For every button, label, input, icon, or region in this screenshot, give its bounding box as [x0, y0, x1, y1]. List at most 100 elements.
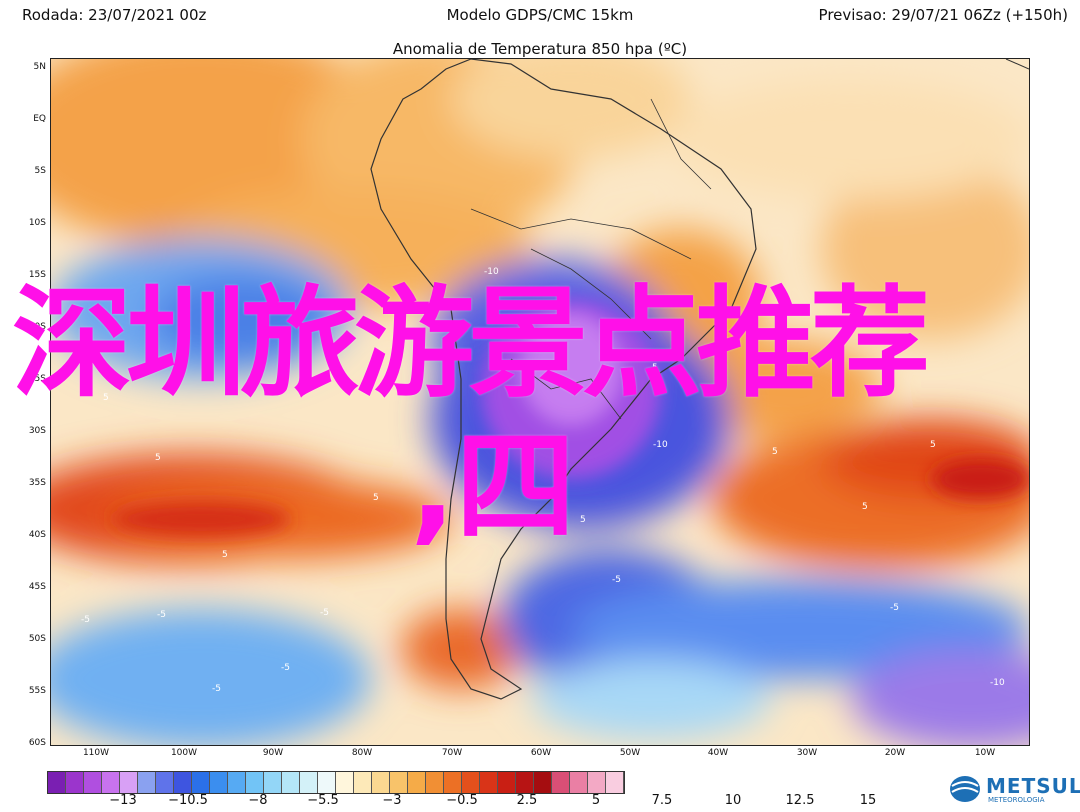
- colorbar: [47, 771, 625, 794]
- contour-label: -5: [890, 603, 899, 613]
- colorbar-swatch: [102, 772, 120, 793]
- lon-label: 110W: [82, 748, 110, 758]
- colorbar-swatch: [192, 772, 210, 793]
- colorbar-swatch: [408, 772, 426, 793]
- colorbar-swatch: [498, 772, 516, 793]
- lon-label: 10W: [974, 748, 996, 758]
- contour-label: -5: [320, 608, 329, 618]
- colorbar-label: 7.5: [651, 793, 673, 808]
- contour-label: -5: [157, 610, 166, 620]
- contour-label: 5: [373, 493, 379, 503]
- colorbar-swatch: [174, 772, 192, 793]
- colorbar-swatch: [300, 772, 318, 793]
- colorbar-swatch: [318, 772, 336, 793]
- lat-label: 50S: [28, 634, 46, 644]
- lon-label: 100W: [170, 748, 198, 758]
- colorbar-label: 2.5: [516, 793, 538, 808]
- watermark-text-2: ,四: [410, 418, 576, 557]
- lat-label: 10S: [28, 218, 46, 228]
- map-title: Anomalia de Temperatura 850 hpa (ºC): [392, 40, 688, 58]
- colorbar-label: 15: [859, 793, 877, 808]
- map-canvas: [51, 59, 1029, 745]
- colorbar-swatch: [354, 772, 372, 793]
- contour-label: 5: [103, 393, 109, 403]
- colorbar-swatch: [84, 772, 102, 793]
- contour-label: -10: [990, 678, 1005, 688]
- contour-label: -10: [484, 267, 499, 277]
- lat-label: 5S: [34, 166, 46, 176]
- colorbar-swatch: [246, 772, 264, 793]
- lat-label: 5N: [33, 62, 46, 72]
- forecast-time: Previsao: 29/07/21 06Zz (+150h): [818, 6, 1068, 24]
- lon-label: 20W: [884, 748, 906, 758]
- colorbar-swatch: [588, 772, 606, 793]
- colorbar-swatch: [120, 772, 138, 793]
- contour-label: 5: [772, 447, 778, 457]
- model-name: Modelo GDPS/CMC 15km: [446, 6, 634, 24]
- colorbar-swatch: [210, 772, 228, 793]
- lon-label: 40W: [707, 748, 729, 758]
- lon-label: 90W: [262, 748, 284, 758]
- colorbar-swatch: [66, 772, 84, 793]
- lat-label: 15S: [28, 270, 46, 280]
- logo-subtitle: METEOROLOGIA: [988, 796, 1045, 804]
- contour-label: -5: [281, 663, 290, 673]
- lat-label: 40S: [28, 530, 46, 540]
- colorbar-swatch: [390, 772, 408, 793]
- contour-label: 5: [862, 502, 868, 512]
- colorbar-swatch: [462, 772, 480, 793]
- colorbar-swatch: [534, 772, 552, 793]
- lat-label: 60S: [28, 738, 46, 748]
- lon-label: 80W: [351, 748, 373, 758]
- globe-icon: [950, 776, 980, 802]
- colorbar-label: 12.5: [785, 793, 815, 808]
- colorbar-label: −5.5: [307, 793, 339, 808]
- colorbar-swatch: [606, 772, 624, 793]
- colorbar-swatch: [336, 772, 354, 793]
- lat-label: 30S: [28, 426, 46, 436]
- lon-label: 70W: [441, 748, 463, 758]
- colorbar-swatch: [282, 772, 300, 793]
- colorbar-swatch: [138, 772, 156, 793]
- contour-label: 5: [652, 363, 658, 373]
- lat-label: 25S: [28, 374, 46, 384]
- colorbar-swatch: [156, 772, 174, 793]
- colorbar-label: −3: [382, 793, 402, 808]
- lat-label: 55S: [28, 686, 46, 696]
- colorbar-swatch: [48, 772, 66, 793]
- colorbar-swatch: [228, 772, 246, 793]
- colorbar-swatch: [444, 772, 462, 793]
- colorbar-swatch: [570, 772, 588, 793]
- colorbar-label: −8: [248, 793, 268, 808]
- contour-label: -10: [653, 440, 668, 450]
- contour-label: -5: [612, 575, 621, 585]
- colorbar-swatch: [516, 772, 534, 793]
- lat-label: 20S: [28, 322, 46, 332]
- contour-label: -5: [212, 684, 221, 694]
- colorbar-swatch: [426, 772, 444, 793]
- lon-label: 50W: [619, 748, 641, 758]
- contour-label: 5: [580, 515, 586, 525]
- contour-label: -5: [81, 615, 90, 625]
- colorbar-swatch: [264, 772, 282, 793]
- lon-label: 30W: [796, 748, 818, 758]
- lat-label: 45S: [28, 582, 46, 592]
- run-date: Rodada: 23/07/2021 00z: [22, 6, 207, 24]
- contour-label: 5: [930, 440, 936, 450]
- contour-label: 5: [155, 453, 161, 463]
- colorbar-label: −13: [109, 793, 137, 808]
- contour-label: 5: [222, 550, 228, 560]
- lat-label: EQ: [33, 114, 46, 124]
- colorbar-label: −10.5: [168, 793, 208, 808]
- metsul-logo: METSUL METEOROLOGIA: [948, 772, 1080, 808]
- colorbar-swatch: [480, 772, 498, 793]
- watermark-text: 深圳旅游景点推荐: [12, 275, 930, 414]
- colorbar-swatch: [372, 772, 390, 793]
- logo-name: METSUL: [986, 774, 1080, 798]
- colorbar-swatch: [552, 772, 570, 793]
- colorbar-label: 10: [724, 793, 742, 808]
- colorbar-label: 5: [591, 793, 601, 808]
- colorbar-label: −0.5: [446, 793, 478, 808]
- lon-label: 60W: [530, 748, 552, 758]
